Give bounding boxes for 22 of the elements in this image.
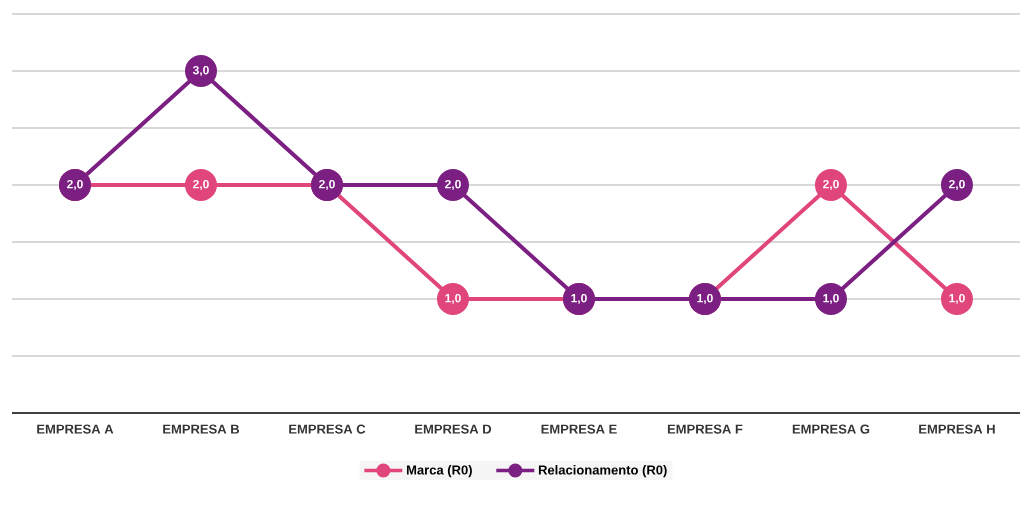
x-tick-label: EMPRESA E (541, 424, 617, 434)
data-label: 1,0 (445, 293, 461, 305)
data-label: 1,0 (571, 293, 587, 305)
legend-label: Relacionamento (R0) (538, 465, 667, 478)
data-label: 2,0 (949, 179, 965, 191)
x-tick-label: EMPRESA F (667, 424, 743, 434)
x-tick-label: EMPRESA D (415, 424, 492, 434)
data-label: 3,0 (192, 65, 209, 77)
data-label: 2,0 (823, 179, 839, 191)
data-label: 1,0 (823, 293, 839, 305)
data-label: 2,0 (445, 179, 461, 191)
data-label: 2,0 (67, 179, 83, 191)
x-tick-label: EMPRESA H (919, 424, 995, 434)
x-tick-label: EMPRESA B (163, 424, 240, 434)
data-label: 2,0 (319, 179, 335, 191)
x-tick-label: EMPRESA C (289, 424, 366, 434)
data-label: 2,0 (193, 179, 209, 191)
x-tick-label: EMPRESA A (37, 424, 114, 434)
x-tick-label: EMPRESA G (792, 424, 870, 434)
data-label: 1,0 (697, 293, 713, 305)
legend-label: Marca (R0) (406, 465, 472, 478)
data-label: 1,0 (949, 293, 965, 305)
